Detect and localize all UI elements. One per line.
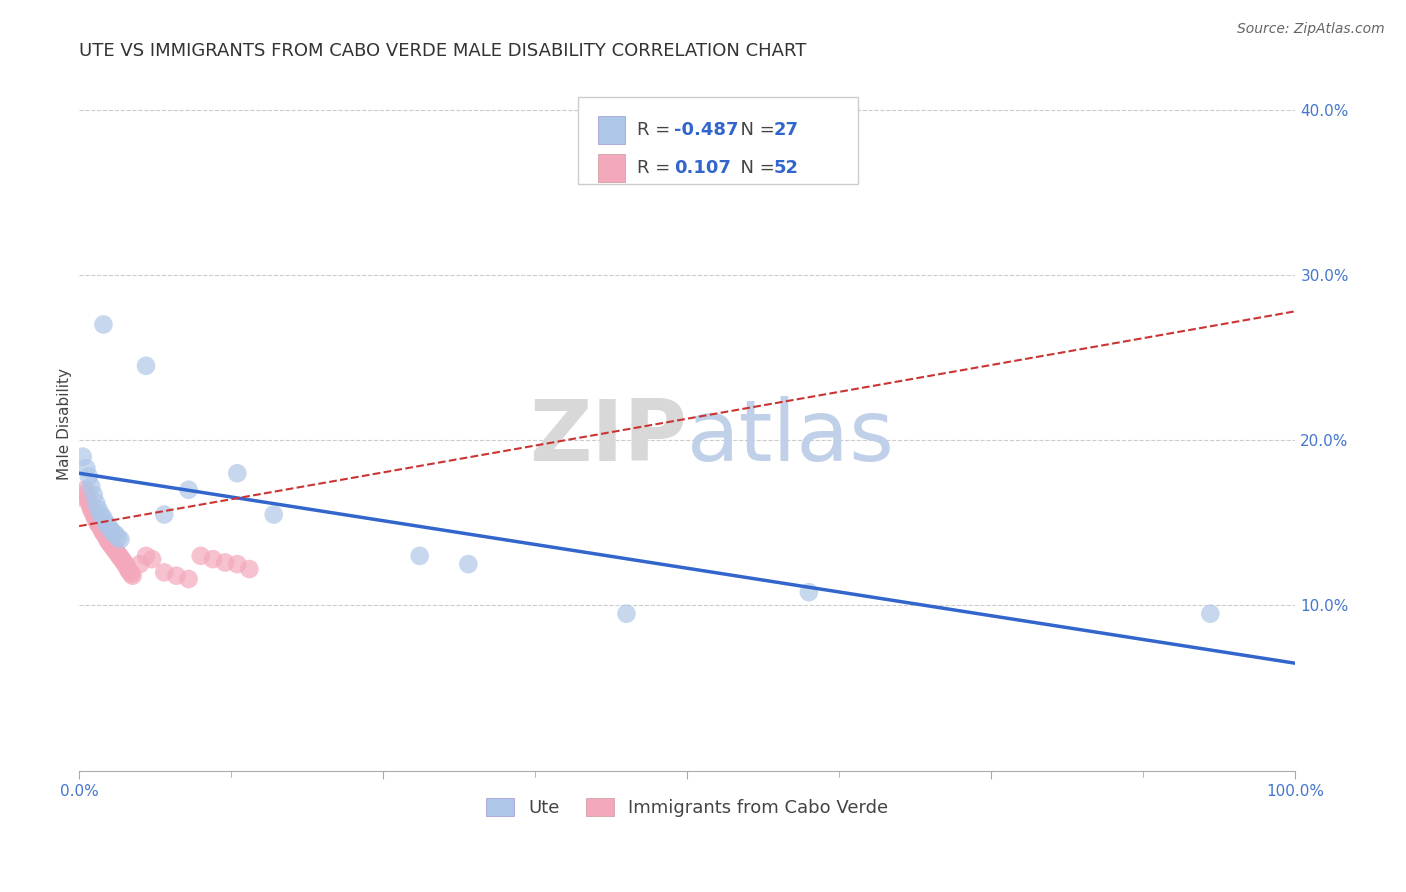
Point — [135, 359, 157, 373]
Point — [84, 511, 107, 525]
Point — [153, 508, 176, 522]
Text: -0.487: -0.487 — [673, 121, 738, 139]
Point — [111, 554, 134, 568]
Point — [87, 517, 110, 532]
Point — [104, 527, 127, 541]
Point — [79, 500, 101, 514]
Point — [1199, 607, 1222, 621]
Point — [84, 496, 107, 510]
Point — [100, 537, 122, 551]
Point — [101, 539, 124, 553]
Point — [94, 516, 117, 530]
Point — [96, 533, 118, 547]
Point — [177, 572, 200, 586]
Point — [100, 523, 122, 537]
Point — [107, 547, 129, 561]
Point — [89, 519, 111, 533]
Point — [616, 607, 638, 621]
Point — [190, 549, 212, 563]
Point — [80, 502, 103, 516]
Point — [112, 556, 135, 570]
Text: 0.107: 0.107 — [673, 159, 731, 178]
FancyBboxPatch shape — [599, 154, 626, 182]
FancyBboxPatch shape — [578, 97, 858, 184]
Point — [77, 494, 100, 508]
Point — [118, 564, 141, 578]
Point — [93, 527, 115, 541]
Point — [117, 562, 139, 576]
Point — [103, 542, 125, 557]
Point — [93, 511, 115, 525]
Point — [97, 533, 120, 548]
Text: ZIP: ZIP — [530, 396, 688, 479]
Point — [214, 556, 236, 570]
Text: atlas: atlas — [688, 396, 896, 479]
Point — [111, 552, 134, 566]
Point — [797, 585, 820, 599]
Point — [87, 502, 110, 516]
Point — [86, 516, 108, 530]
Point — [80, 479, 103, 493]
Point — [115, 558, 138, 573]
Point — [83, 508, 105, 522]
Text: N =: N = — [728, 121, 780, 139]
Point — [94, 529, 117, 543]
Point — [75, 483, 97, 497]
Point — [76, 491, 98, 505]
Point — [141, 552, 163, 566]
Point — [105, 545, 128, 559]
Text: N =: N = — [728, 159, 780, 178]
Text: R =: R = — [637, 121, 676, 139]
Point — [97, 519, 120, 533]
Point — [72, 450, 94, 464]
Point — [238, 562, 260, 576]
Legend: Ute, Immigrants from Cabo Verde: Ute, Immigrants from Cabo Verde — [479, 790, 896, 824]
Point — [75, 486, 97, 500]
Point — [120, 567, 142, 582]
Point — [93, 318, 115, 332]
Point — [110, 550, 132, 565]
Point — [93, 525, 115, 540]
Point — [457, 557, 479, 571]
Point — [165, 568, 187, 582]
Text: R =: R = — [637, 159, 676, 178]
Text: UTE VS IMMIGRANTS FROM CABO VERDE MALE DISABILITY CORRELATION CHART: UTE VS IMMIGRANTS FROM CABO VERDE MALE D… — [79, 42, 807, 60]
Point — [90, 521, 112, 535]
Point — [114, 557, 136, 571]
Point — [83, 488, 105, 502]
Text: 27: 27 — [773, 121, 799, 139]
Point — [201, 552, 224, 566]
Point — [129, 557, 152, 571]
Point — [409, 549, 432, 563]
Point — [135, 549, 157, 563]
Point — [72, 491, 94, 505]
Point — [108, 549, 131, 563]
Point — [90, 508, 112, 522]
Point — [77, 469, 100, 483]
Point — [101, 541, 124, 555]
Text: Source: ZipAtlas.com: Source: ZipAtlas.com — [1237, 22, 1385, 37]
Point — [177, 483, 200, 497]
Point — [107, 531, 129, 545]
Text: 52: 52 — [773, 159, 799, 178]
Point — [101, 525, 124, 540]
Point — [226, 467, 249, 481]
Point — [226, 557, 249, 571]
Point — [120, 566, 142, 580]
FancyBboxPatch shape — [599, 116, 626, 144]
Point — [121, 568, 143, 582]
Point — [153, 566, 176, 580]
Point — [84, 512, 107, 526]
Y-axis label: Male Disability: Male Disability — [58, 368, 72, 480]
Point — [98, 535, 121, 549]
Point — [82, 504, 104, 518]
Point — [91, 524, 114, 538]
Point — [110, 533, 132, 547]
Point — [263, 508, 285, 522]
Point — [75, 461, 97, 475]
Point — [104, 544, 127, 558]
